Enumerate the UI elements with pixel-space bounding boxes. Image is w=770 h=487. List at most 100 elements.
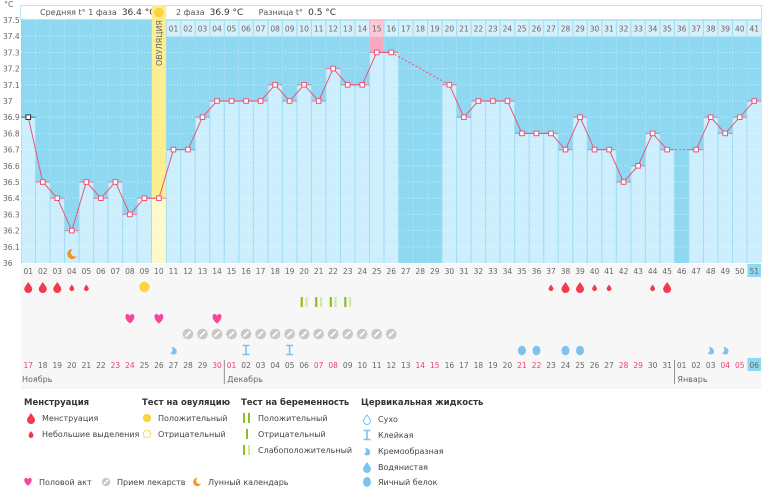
- temperature-bar: [703, 117, 718, 263]
- temperature-point: [214, 98, 220, 104]
- post-ovulation-day-label: 07: [256, 25, 266, 34]
- medication-pill-stripe: [373, 330, 380, 338]
- temperature-point: [504, 98, 511, 104]
- post-ovulation-day-label: 23: [488, 25, 498, 34]
- date-label: 03: [256, 361, 266, 370]
- post-ovulation-day-cell: [224, 20, 239, 37]
- drop-icon: [27, 413, 35, 424]
- post-ovulation-day-cell: [311, 20, 326, 37]
- post-ovulation-day-label: 15: [372, 25, 382, 34]
- legend-label: Лунный календарь: [208, 477, 289, 487]
- pregnancy-test-weak-icon: [334, 297, 337, 307]
- intercourse-heart-icon: [154, 314, 164, 324]
- date-label: 19: [53, 361, 63, 370]
- post-ovulation-day-label: 28: [561, 25, 571, 34]
- y-tick-label: 36.3: [3, 210, 20, 219]
- post-ovulation-day-label: 02: [183, 25, 193, 34]
- date-label: 29: [198, 361, 208, 370]
- date-label: 05: [735, 361, 745, 370]
- cycle-day-label: 09: [140, 267, 150, 276]
- temperature-point: [693, 146, 699, 153]
- temperature-point: [577, 114, 583, 121]
- temperature-bar: [587, 149, 602, 263]
- legend-dry: Сухо: [362, 413, 398, 425]
- date-label: 31: [662, 361, 672, 370]
- pregnancy-test-weak-icon: [344, 297, 347, 307]
- legend-ovulation-title: Тест на овуляцию: [142, 398, 231, 408]
- date-label: 09: [343, 361, 353, 370]
- post-ovulation-day-label: 04: [212, 25, 222, 34]
- date-label: 26: [154, 361, 164, 370]
- temperature-point: [170, 146, 177, 153]
- temperature-line-segment: [608, 149, 625, 183]
- date-label: 17: [23, 361, 33, 370]
- cervical-creamy-icon: [722, 347, 729, 355]
- temperature-bar: [369, 52, 384, 264]
- temperature-bar: [602, 149, 616, 263]
- legend-label: Сухо: [378, 414, 398, 424]
- legend-spotting: Небольшие выделения: [26, 428, 139, 440]
- cervical-egg-white-icon: [517, 345, 526, 356]
- y-tick-label: 36: [3, 259, 13, 268]
- month-label: Декабрь: [227, 375, 263, 384]
- single-stripe-icon: [246, 429, 248, 439]
- cycle-day-label: 16: [241, 267, 251, 276]
- medication-pill-stripe: [315, 330, 322, 338]
- medication-pill-stripe: [228, 330, 235, 338]
- cycle-day-label: 28: [416, 267, 426, 276]
- date-label: 02: [691, 361, 701, 370]
- temperature-bar: [457, 117, 471, 263]
- post-ovulation-day-label: 13: [343, 25, 353, 34]
- temperature-point: [475, 98, 482, 104]
- temperature-bar: [471, 101, 486, 263]
- phase-summary-bar: [20, 5, 762, 20]
- sun-filled-icon: [142, 413, 152, 423]
- temperature-point: [54, 195, 61, 201]
- cycle-day-label: 27: [401, 267, 411, 276]
- date-label: 12: [386, 361, 396, 370]
- temperature-point: [606, 146, 612, 153]
- medication-pill-stripe: [257, 330, 264, 338]
- cycle-day-label: 18: [270, 267, 280, 276]
- post-ovulation-day-cell: [674, 20, 689, 37]
- post-ovulation-day-label: 34: [648, 25, 658, 34]
- legend-label: Положительный: [158, 413, 228, 423]
- post-ovulation-day-cell: [471, 20, 486, 37]
- cycle-day-label: 30: [445, 267, 455, 276]
- date-label: 21: [82, 361, 92, 370]
- post-ovulation-day-cell: [500, 20, 515, 37]
- post-ovulation-day-cell: [166, 20, 181, 37]
- post-ovulation-day-label: 19: [430, 25, 440, 34]
- post-ovulation-day-cell: [181, 20, 195, 37]
- sticky-icon: [363, 429, 371, 441]
- date-label: 25: [140, 361, 150, 370]
- date-label: 18: [474, 361, 484, 370]
- legend-creamy: Кремообразная: [362, 445, 444, 457]
- temperature-point: [722, 130, 729, 137]
- legend-egg-white: Яичный белок: [362, 476, 437, 487]
- temperature-point: [446, 82, 453, 88]
- legend-lunar: Лунный календарь: [192, 476, 289, 487]
- date-label: 24: [125, 361, 135, 370]
- medication-pill-stripe: [359, 330, 366, 338]
- post-ovulation-day-cell: [239, 20, 253, 37]
- cervical-egg-white-icon: [532, 345, 541, 356]
- temperature-point: [243, 98, 249, 104]
- post-ovulation-day-label: 31: [604, 25, 614, 34]
- y-tick-label: 37.4: [3, 32, 20, 41]
- date-label: 01: [227, 361, 237, 370]
- date-label: 22: [96, 361, 106, 370]
- temperature-line-segment: [361, 52, 378, 86]
- double-stripe-icon: [243, 413, 250, 423]
- temperature-bar: [253, 101, 268, 263]
- temperature-point: [620, 179, 627, 185]
- temperature-bar: [558, 149, 573, 263]
- phase1-label: Средняя t° 1 фаза: [40, 8, 117, 17]
- temperature-gap-line: [391, 51, 450, 86]
- phase1-average: Средняя t° 1 фаза 36.4 °C: [40, 6, 156, 20]
- temperature-point: [649, 130, 656, 137]
- cycle-day-label: 25: [372, 267, 382, 276]
- temperature-point: [39, 179, 46, 185]
